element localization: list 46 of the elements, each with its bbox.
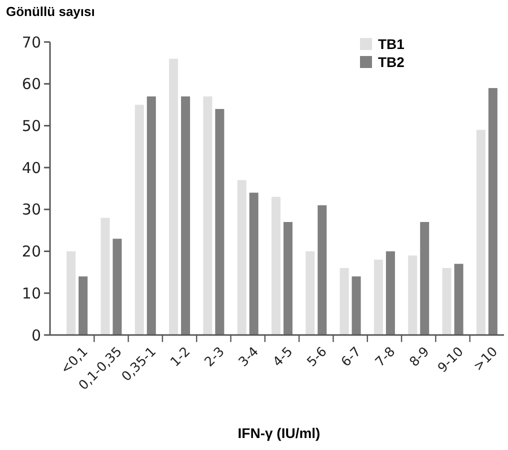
bar [78, 276, 88, 335]
bar [374, 260, 383, 335]
y-axis-title: Gönüllü sayısı [6, 4, 95, 19]
bar [169, 58, 178, 335]
bar [284, 222, 292, 335]
bar [249, 192, 258, 335]
bar [306, 251, 315, 335]
bar [476, 130, 486, 335]
x-tick-label: 8-9 [407, 344, 433, 370]
x-tick-label: 2-3 [202, 344, 228, 370]
bar [66, 251, 76, 335]
bar [340, 268, 349, 335]
x-tick-label: 6-7 [338, 344, 364, 370]
bar [181, 96, 190, 335]
bar [408, 255, 418, 335]
y-tick-label: 20 [22, 242, 41, 261]
x-tick-label: 5-6 [304, 344, 330, 370]
bar [386, 251, 395, 335]
x-tick-label: 1-2 [168, 344, 194, 370]
x-axis-title: IFN-γ (IU/ml) [238, 425, 320, 441]
legend-label: TB1 [378, 36, 405, 52]
x-tick-label: 4-5 [270, 344, 296, 370]
bar [100, 218, 110, 335]
bar [442, 268, 452, 335]
bar [112, 238, 122, 335]
bar [352, 276, 361, 335]
y-tick-label: 50 [22, 116, 41, 135]
bar [488, 88, 498, 335]
y-tick-label: 70 [22, 33, 41, 52]
bar [420, 222, 430, 335]
bar [203, 96, 212, 335]
bar [272, 196, 280, 335]
y-tick-label: 40 [22, 158, 41, 177]
legend-label: TB2 [378, 54, 405, 70]
y-tick-label: 30 [22, 200, 41, 219]
bar [454, 264, 464, 335]
bar [134, 104, 144, 335]
y-tick-label: 0 [31, 326, 41, 344]
bar [146, 96, 156, 335]
y-tick-label: 60 [22, 75, 41, 94]
bar [215, 108, 224, 335]
bar [318, 205, 327, 335]
bar [237, 180, 246, 335]
x-tick-label: 3-4 [236, 344, 262, 370]
y-tick-label: 10 [22, 284, 41, 302]
x-tick-label: 7-8 [372, 344, 399, 370]
